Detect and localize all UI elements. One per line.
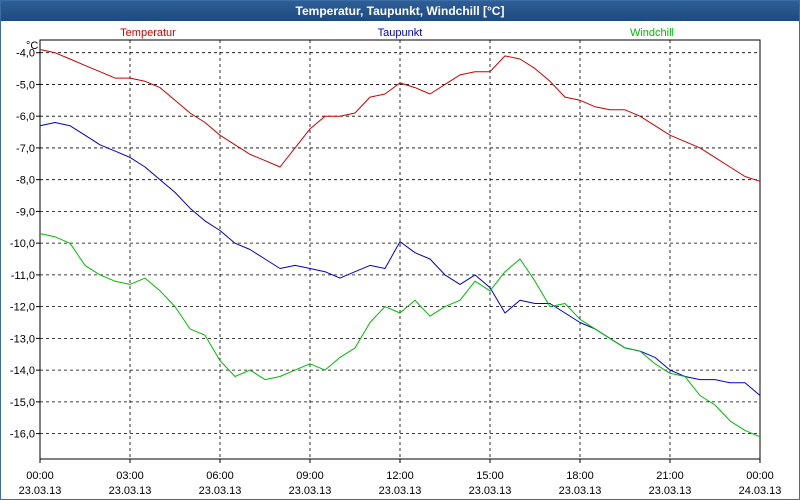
- y-axis-label: °C: [26, 40, 38, 52]
- x-tick-date: 23.03.13: [19, 485, 62, 497]
- x-tick-time: 00:00: [746, 470, 774, 482]
- y-tick-label: -9,0: [16, 206, 35, 218]
- x-tick-time: 03:00: [116, 470, 144, 482]
- x-tick-time: 06:00: [206, 470, 234, 482]
- y-tick-label: -8,0: [16, 175, 35, 187]
- x-tick-time: 00:00: [26, 470, 54, 482]
- y-tick-label: -5,0: [16, 79, 35, 91]
- plot-frame: [39, 39, 761, 460]
- x-tick-date: 23.03.13: [469, 485, 512, 497]
- y-tick-label: -7,0: [16, 143, 35, 155]
- y-tick-label: -16,0: [10, 429, 35, 441]
- series-lines: [39, 49, 761, 438]
- chart-title: Temperatur, Taupunkt, Windchill [°C]: [1, 1, 799, 21]
- x-tick-date: 23.03.13: [199, 485, 242, 497]
- y-tick-label: -14,0: [10, 365, 35, 377]
- legend-item-temperatur: Temperatur: [120, 27, 176, 39]
- legend-item-windchill: Windchill: [630, 27, 674, 39]
- y-tick-label: -13,0: [10, 333, 35, 345]
- y-tick-label: -12,0: [10, 302, 35, 314]
- grid-lines: [40, 40, 760, 459]
- x-tick-time: 21:00: [656, 470, 684, 482]
- x-tick-date: 24.03.13: [739, 485, 782, 497]
- y-tick-label: -4,0: [16, 48, 35, 60]
- y-tick-label: -6,0: [16, 111, 35, 123]
- x-tick-date: 23.03.13: [559, 485, 602, 497]
- series-line-windchill: [39, 233, 761, 438]
- y-tick-labels: -4,0 -5,0 -6,0 -7,0 -8,0 -9,0 -10,0 -11,0 -12,0 -…: [10, 48, 35, 441]
- x-tick-date: 23.03.13: [109, 485, 152, 497]
- y-tick-label: -15,0: [10, 397, 35, 409]
- x-tick-date: 23.03.13: [649, 485, 692, 497]
- y-tick-label: -11,0: [11, 270, 35, 282]
- legend-item-taupunkt: Taupunkt: [378, 27, 423, 39]
- x-tick-date: 23.03.13: [289, 485, 332, 497]
- x-tick-time: 15:00: [476, 470, 504, 482]
- y-tick-label: -10,0: [10, 238, 35, 250]
- x-tick-time: 09:00: [296, 470, 324, 482]
- axes: [36, 39, 761, 463]
- x-tick-time: 12:00: [386, 470, 414, 482]
- x-tick-date: 23.03.13: [379, 485, 422, 497]
- x-tick-labels: 00:00 23.03.13 03:00 23.03.13 06:00 23.03.13 0…: [19, 470, 782, 497]
- series-line-temperatur: [39, 49, 761, 182]
- x-tick-time: 18:00: [566, 470, 594, 482]
- legend: Temperatur Taupunkt Windchill: [120, 27, 674, 39]
